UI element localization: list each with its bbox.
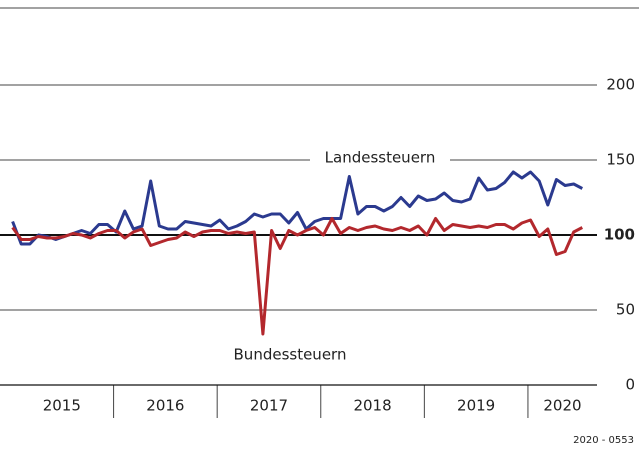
- line-series: [11, 170, 583, 246]
- line-series: [11, 217, 583, 336]
- series-label: Bundessteuern: [234, 346, 347, 364]
- y-tick-label: 100: [604, 226, 635, 244]
- y-tick-label: 0: [625, 376, 635, 394]
- x-tick-label: 2019: [457, 397, 495, 415]
- series-label: Landessteuern: [325, 149, 436, 167]
- x-tick-label: 2018: [353, 397, 391, 415]
- x-tick-label: 2016: [146, 397, 184, 415]
- y-tick-label: 50: [616, 301, 635, 319]
- y-tick-label: 150: [606, 151, 635, 169]
- x-tick-label: 2015: [43, 397, 81, 415]
- label-background: [220, 344, 360, 366]
- x-tick-label: 2017: [250, 397, 288, 415]
- x-tick-label: 2020: [543, 397, 581, 415]
- source-note: 2020 - 0553: [573, 435, 634, 446]
- y-tick-label: 200: [606, 76, 635, 94]
- label-background: [310, 147, 450, 169]
